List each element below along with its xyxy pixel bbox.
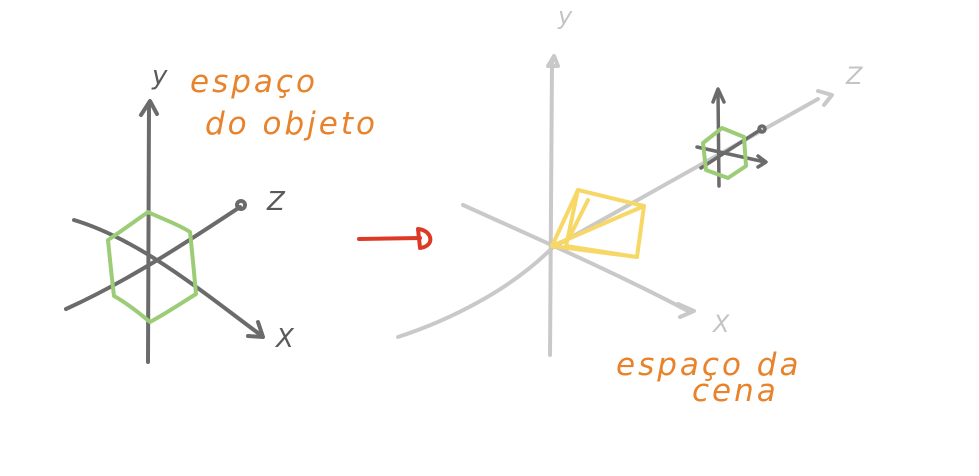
scene-axis-y-label: y xyxy=(557,2,573,30)
scene-x-far-axis xyxy=(396,246,554,339)
scene-small-object xyxy=(695,87,768,188)
scene-axis-z-label: Z xyxy=(845,62,863,90)
object-space-label-line1: espaço xyxy=(190,64,318,100)
scene-y-axis xyxy=(548,60,554,357)
scene-y-arrowhead xyxy=(546,54,560,68)
scene-space-label-line2: cena xyxy=(692,373,779,409)
small-x-arrowhead xyxy=(756,154,768,169)
small-x-axis xyxy=(695,145,767,164)
scene-camera-frustum xyxy=(550,188,646,259)
object-axis-x-label: X xyxy=(274,324,295,354)
small-z-axis xyxy=(699,128,762,170)
scene-axis-x-label: X xyxy=(711,310,730,338)
right-arrow-icon xyxy=(357,227,433,250)
object-space-group: y Z X espaço do objeto xyxy=(64,61,378,364)
small-hexagon xyxy=(701,126,748,180)
small-y-arrowhead xyxy=(711,87,726,104)
scene-space-axes xyxy=(396,54,834,357)
object-axis-y-label: y xyxy=(151,61,168,91)
object-hexagon xyxy=(106,210,198,324)
object-axis-z-label: Z xyxy=(266,187,286,217)
scene-x-arrowhead xyxy=(676,302,696,319)
object-z-axis xyxy=(64,205,242,311)
object-x-arrowhead xyxy=(246,320,265,339)
scene-space-group: y Z X espaço da cena xyxy=(396,2,863,409)
scene-x-axis xyxy=(461,203,692,314)
object-x-axis xyxy=(72,218,264,338)
scene-z-axis xyxy=(550,97,820,250)
object-y-arrowhead xyxy=(139,99,159,117)
object-space-label-line2: do objeto xyxy=(205,106,378,142)
small-y-axis xyxy=(716,90,721,188)
small-z-arrowhead xyxy=(757,124,767,134)
scene-space-label-line1: espaço da xyxy=(616,347,801,383)
scene-z-arrowhead xyxy=(816,89,834,107)
object-z-arrowhead xyxy=(235,199,247,211)
